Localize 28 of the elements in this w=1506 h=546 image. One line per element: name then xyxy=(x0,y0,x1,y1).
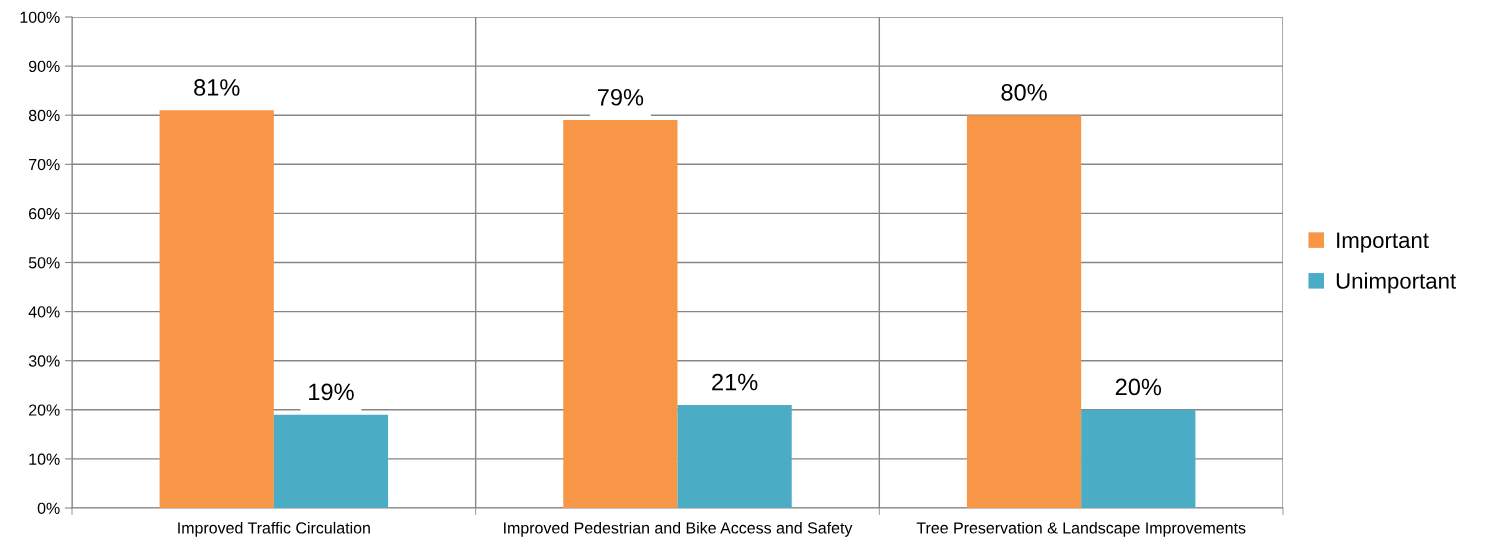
y-tick-label: 70% xyxy=(29,158,60,171)
y-tick-label: 80% xyxy=(28,109,60,122)
bar xyxy=(563,120,678,508)
x-tick-label: Improved Pedestrian and Bike Access and Safety xyxy=(504,521,853,537)
y-tick-label: 50% xyxy=(28,257,60,269)
text: 20% xyxy=(1115,378,1162,396)
text: 19% xyxy=(309,383,354,401)
text: 81% xyxy=(194,79,240,96)
text: 80% xyxy=(1001,83,1047,101)
y-tick-label: 40% xyxy=(28,306,60,318)
legend-label: Important xyxy=(1337,232,1429,253)
bar xyxy=(1081,409,1196,508)
y-tick-label: 20% xyxy=(29,404,60,416)
y-tick-label: 100% xyxy=(20,11,60,23)
legend-label: Unimportant xyxy=(1336,272,1456,294)
y-tick-label: 0% xyxy=(37,502,60,514)
x-tick-label: Improved Traffic Circulation xyxy=(178,521,370,537)
text: 21% xyxy=(712,373,758,391)
bar xyxy=(159,110,274,508)
bar xyxy=(273,414,389,508)
y-tick-label: 10% xyxy=(29,453,60,465)
bar xyxy=(677,404,792,508)
x-tick-label: Tree Preservation & Landscape Improvements xyxy=(916,521,1246,537)
bar xyxy=(966,115,1082,508)
text: 79% xyxy=(597,88,644,106)
y-tick-label: 30% xyxy=(28,355,60,367)
y-tick-label: 60% xyxy=(29,208,60,220)
y-tick-label: 90% xyxy=(28,60,60,73)
